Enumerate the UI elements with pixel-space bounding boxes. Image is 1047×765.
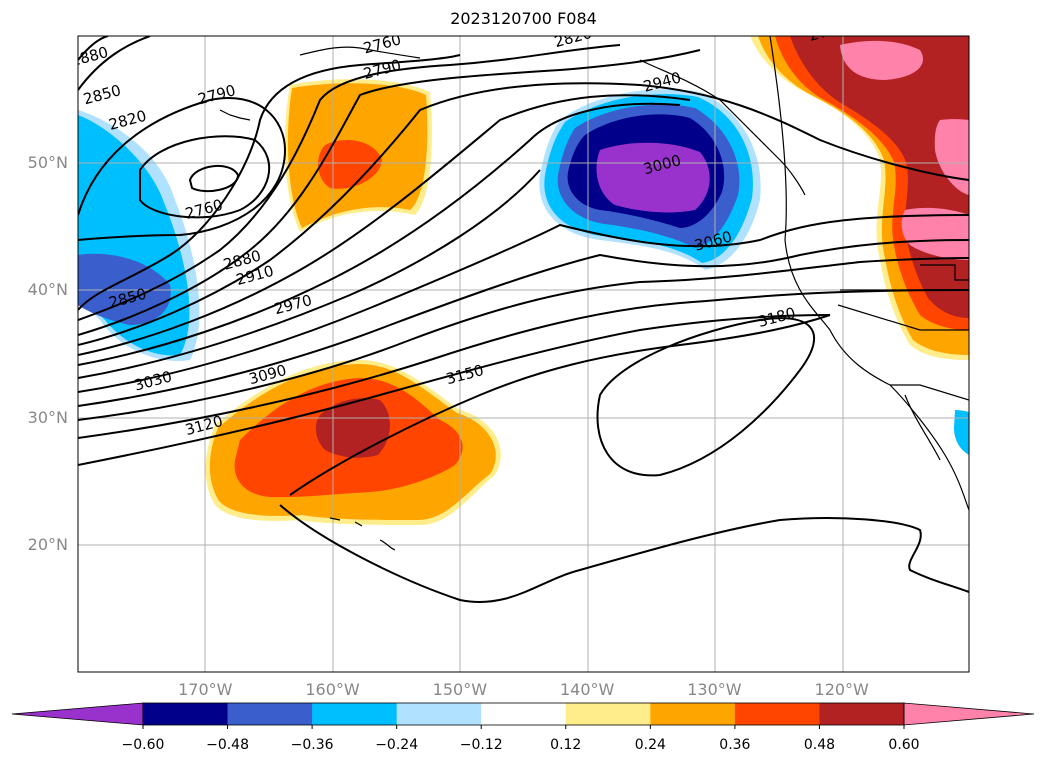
map-frame [77,35,970,673]
colorbar-tick-label: 0.60 [888,737,920,753]
longitude-label: 140°W [559,680,615,699]
contour-label: 2850 [81,81,123,108]
latitude-label: 40°N [27,280,68,300]
colorbar-segment [227,703,313,725]
contour-label: 2970 [272,291,314,318]
colorbar-tick-label: −0.60 [121,737,165,753]
colorbar-segment [565,703,651,725]
latitude-label: 20°N [27,534,68,554]
longitude-label: 120°W [814,680,869,699]
longitude-label: 170°W [178,680,233,699]
colorbar-extend-low [11,702,144,726]
contour-label: 2790 [196,81,238,108]
longitude-label: 160°W [305,680,360,699]
colorbar-extend-high [903,702,1035,726]
graticule [78,36,969,672]
longitude-label: 130°W [687,680,742,699]
colorbar-segment [312,703,398,725]
anomaly-shading [78,36,969,525]
contour-label: 2880 [69,43,111,70]
latitude-label: 50°N [27,153,68,173]
colorbar-tick-label: −0.48 [206,737,249,753]
contour-label: 3180 [756,304,798,331]
colorbar-tick-label: 0.48 [803,737,836,753]
colorbar-tick-label: −0.24 [375,737,419,753]
contour-label: 2790 [361,56,403,83]
contour-label: 2760 [361,30,403,57]
colorbar-tick-label: 0.36 [719,737,751,753]
colorbar-segment [734,703,820,725]
colorbar-segment [481,703,567,725]
colorbar-segment [143,703,229,725]
height-contours [78,36,969,603]
coastlines [219,36,969,551]
colorbar-segment [650,703,736,725]
colorbar-segment [819,703,905,725]
contour-label: 2790 [807,18,849,45]
colorbar-tick-label: 0.12 [550,737,582,753]
map-title: 2023120700 F084 [450,9,597,28]
latitude-label: 30°N [27,407,68,427]
colorbar [11,702,1035,729]
contour-label: 2760 [183,196,225,223]
colorbar-segment [396,703,482,725]
colorbar-tick-label: −0.12 [459,737,503,753]
contour-label: 3150 [444,361,486,388]
longitude-label: 150°W [432,680,488,699]
colorbar-tick-label: 0.24 [634,737,666,753]
colorbar-tick-label: −0.36 [290,737,334,753]
